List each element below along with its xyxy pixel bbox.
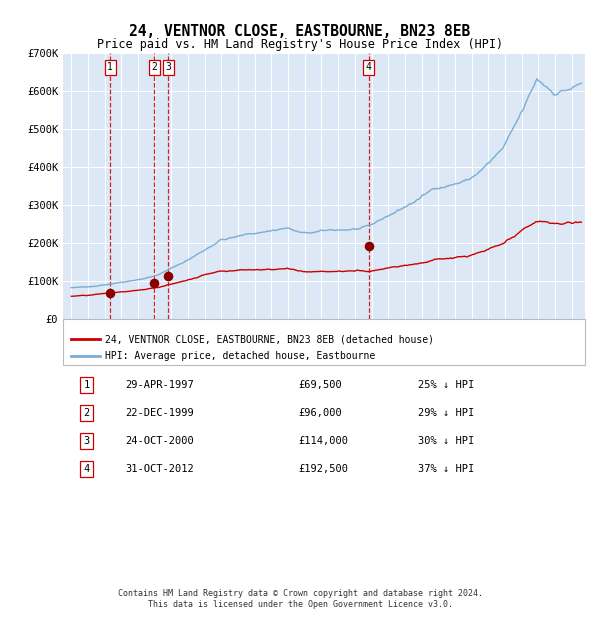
Text: £114,000: £114,000 <box>298 436 348 446</box>
Text: 2: 2 <box>83 408 89 418</box>
Text: 29-APR-1997: 29-APR-1997 <box>125 380 194 390</box>
Point <box>364 241 373 251</box>
Text: 37% ↓ HPI: 37% ↓ HPI <box>418 464 474 474</box>
Text: £69,500: £69,500 <box>298 380 341 390</box>
Text: 24, VENTNOR CLOSE, EASTBOURNE, BN23 8EB: 24, VENTNOR CLOSE, EASTBOURNE, BN23 8EB <box>130 24 470 38</box>
Text: 2: 2 <box>151 63 157 73</box>
Text: 25% ↓ HPI: 25% ↓ HPI <box>418 380 474 390</box>
Text: 24-OCT-2000: 24-OCT-2000 <box>125 436 194 446</box>
Text: 29% ↓ HPI: 29% ↓ HPI <box>418 408 474 418</box>
Text: £192,500: £192,500 <box>298 464 348 474</box>
Text: 22-DEC-1999: 22-DEC-1999 <box>125 408 194 418</box>
Text: 1: 1 <box>83 380 89 390</box>
Point <box>149 278 159 288</box>
Text: 1: 1 <box>107 63 113 73</box>
Text: 3: 3 <box>165 63 171 73</box>
Text: Contains HM Land Registry data © Crown copyright and database right 2024.: Contains HM Land Registry data © Crown c… <box>118 589 482 598</box>
Text: £96,000: £96,000 <box>298 408 341 418</box>
Text: 3: 3 <box>83 436 89 446</box>
Text: 30% ↓ HPI: 30% ↓ HPI <box>418 436 474 446</box>
Text: HPI: Average price, detached house, Eastbourne: HPI: Average price, detached house, East… <box>105 350 375 361</box>
Text: Price paid vs. HM Land Registry's House Price Index (HPI): Price paid vs. HM Land Registry's House … <box>97 38 503 51</box>
Point <box>106 288 115 298</box>
Text: 4: 4 <box>83 464 89 474</box>
Text: 4: 4 <box>366 63 371 73</box>
Text: 31-OCT-2012: 31-OCT-2012 <box>125 464 194 474</box>
Text: This data is licensed under the Open Government Licence v3.0.: This data is licensed under the Open Gov… <box>148 600 452 609</box>
FancyBboxPatch shape <box>63 319 585 365</box>
Point <box>163 271 173 281</box>
Text: 24, VENTNOR CLOSE, EASTBOURNE, BN23 8EB (detached house): 24, VENTNOR CLOSE, EASTBOURNE, BN23 8EB … <box>105 334 434 344</box>
